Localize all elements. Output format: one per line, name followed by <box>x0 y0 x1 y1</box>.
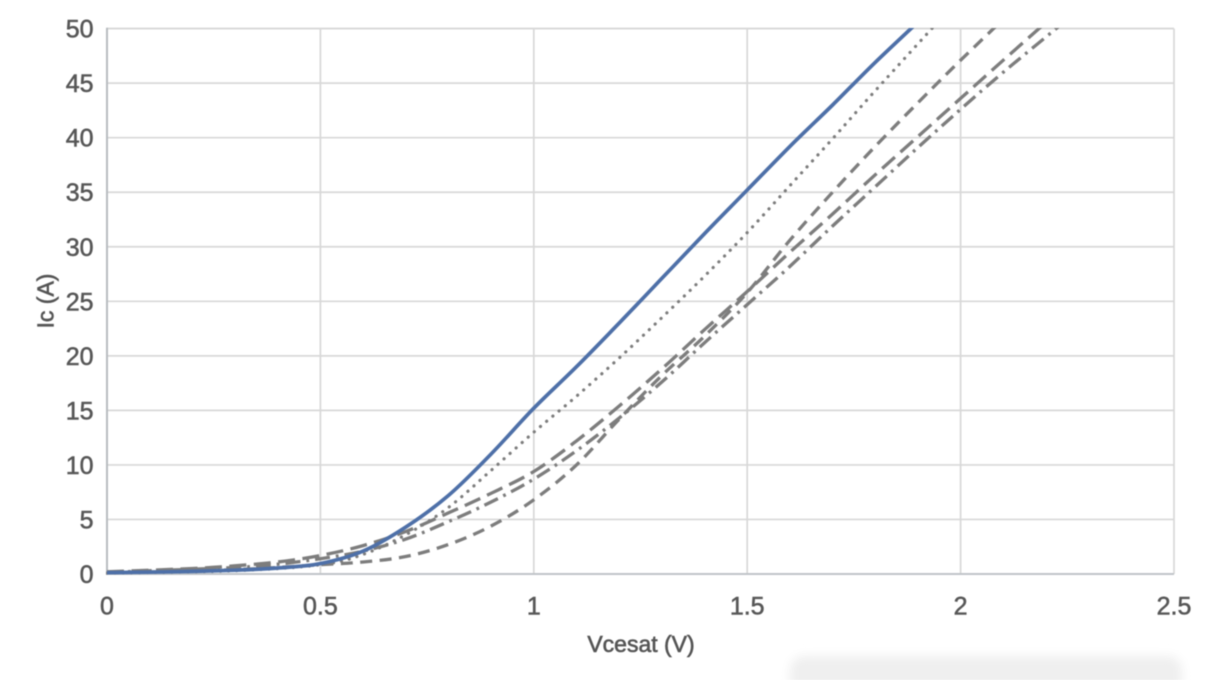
svg-text:2.5: 2.5 <box>1157 593 1192 621</box>
svg-text:1: 1 <box>527 593 541 621</box>
svg-text:20: 20 <box>66 343 94 371</box>
svg-text:40: 40 <box>66 125 94 153</box>
svg-text:50: 50 <box>66 16 94 44</box>
svg-text:0: 0 <box>80 561 94 589</box>
svg-text:15: 15 <box>66 397 94 425</box>
svg-text:Ic (A): Ic (A) <box>33 274 59 329</box>
svg-text:2: 2 <box>954 593 968 621</box>
svg-text:Vcesat (V): Vcesat (V) <box>587 631 694 657</box>
svg-text:30: 30 <box>66 234 94 262</box>
svg-text:35: 35 <box>66 179 94 207</box>
svg-text:45: 45 <box>66 70 94 98</box>
svg-text:25: 25 <box>66 288 94 316</box>
svg-text:1.5: 1.5 <box>730 593 765 621</box>
svg-text:5: 5 <box>80 507 94 535</box>
svg-text:0.5: 0.5 <box>303 593 338 621</box>
svg-text:10: 10 <box>66 452 94 480</box>
svg-text:0: 0 <box>100 593 114 621</box>
